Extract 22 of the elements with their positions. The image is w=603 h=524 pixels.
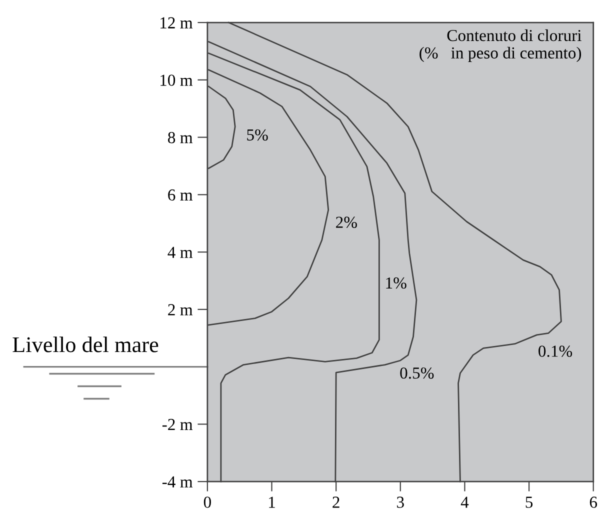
series-label: 1% bbox=[386, 277, 406, 289]
x-tick-label: 4 bbox=[460, 496, 469, 508]
series-label: 2% bbox=[336, 216, 357, 228]
series-label: 0.1% bbox=[538, 346, 572, 357]
y-tick-label: 2 m bbox=[168, 304, 193, 316]
annotation: Contenuto di cloruri (% in peso di cemento) bbox=[420, 29, 582, 62]
y-tick-label: 8 m bbox=[168, 132, 193, 144]
y-tick-label: 12 m bbox=[160, 17, 193, 28]
y-tick-label: -2 m bbox=[162, 418, 193, 430]
x-tick-label: 5 bbox=[526, 496, 533, 508]
y-tick-label: 6 m bbox=[168, 189, 193, 201]
y-tick-label: -4 m bbox=[162, 476, 193, 488]
x-tick-label: 6 bbox=[590, 496, 598, 508]
y-tick-label: 4 m bbox=[168, 246, 193, 258]
series-label: 0.5% bbox=[400, 367, 434, 379]
ref-line-label: Livello del mare bbox=[12, 336, 158, 352]
y-tick-label: 10 m bbox=[160, 74, 193, 86]
x-tick-label: 1 bbox=[269, 496, 275, 508]
x-tick-label: 0 bbox=[204, 496, 211, 508]
x-tick-label: 3 bbox=[397, 496, 404, 508]
x-tick-label: 2 bbox=[332, 496, 340, 508]
series-label: 5% bbox=[247, 129, 268, 141]
